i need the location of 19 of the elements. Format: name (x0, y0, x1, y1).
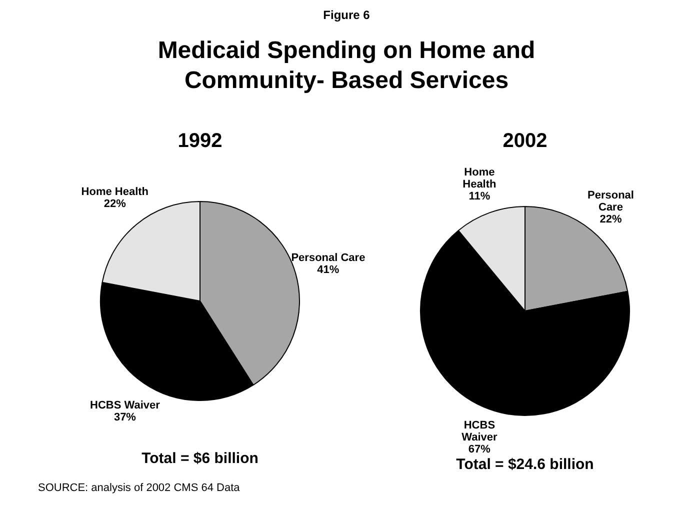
slice-label: HCBS Waiver (90, 399, 161, 412)
data-label: 22% (600, 213, 622, 226)
slice-label: Home Health (462, 166, 497, 190)
slice-label: Personal Care (588, 189, 634, 214)
data-label: 41% (317, 264, 340, 276)
caption: Figure 6 (322, 8, 371, 22)
data-label: 67% (468, 444, 491, 456)
data-label: 37% (114, 411, 136, 424)
data-label: 22% (104, 198, 126, 210)
text: Total = $6 billion (140, 450, 260, 467)
data-label: 11% (468, 190, 490, 202)
slice-label: HCBS Waiver (462, 420, 498, 444)
chart-title: 1992 (176, 130, 224, 154)
text: Medicaid Spending on Home and Community- Based Services (156, 36, 536, 96)
slice-label: Personal Care (291, 252, 366, 264)
source-note: SOURCE: analysis of 2002 CMS 64 Data (38, 482, 241, 494)
slice-label: Home Health (81, 186, 149, 198)
text: Total = $24.6 billion (455, 456, 595, 473)
chart-title: 2002 (502, 130, 548, 154)
